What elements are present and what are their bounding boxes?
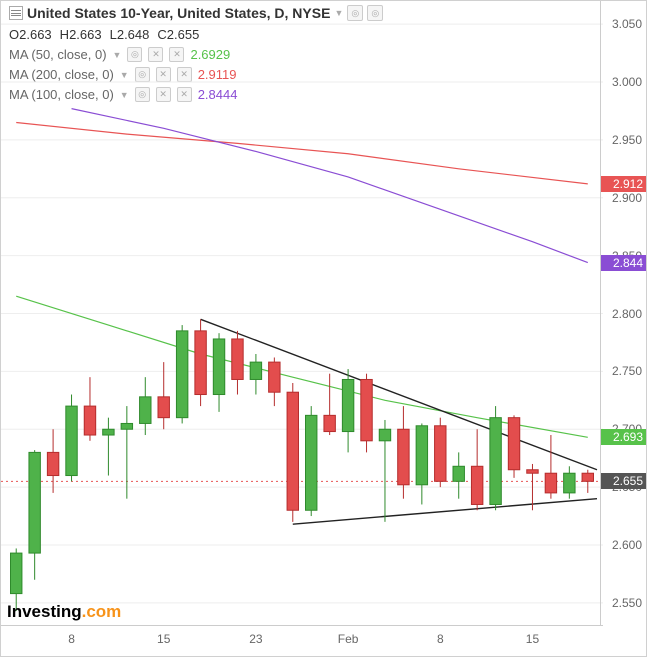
x-tick: Feb [338,632,359,646]
y-tick: 2.600 [612,538,642,552]
price-tag: 2.655 [601,473,646,489]
x-axis: 8 15 23 Feb 8 15 [1,625,603,656]
x-tick: 15 [157,632,170,646]
chart-container: United States 10-Year, United States, D,… [0,0,647,657]
y-tick: 2.950 [612,133,642,147]
x-tick: 8 [68,632,75,646]
price-tag: 2.912 [601,176,646,192]
watermark: Investing.com [7,602,121,622]
y-tick: 2.900 [612,191,642,205]
y-tick: 2.550 [612,596,642,610]
price-tag: 2.693 [601,429,646,445]
price-tag: 2.844 [601,255,646,271]
y-tick: 2.750 [612,364,642,378]
x-tick: 23 [249,632,262,646]
y-axis: 3.0503.0002.9502.9002.8502.8002.7502.700… [600,1,646,626]
chart-plot[interactable] [1,1,603,626]
y-tick: 3.000 [612,75,642,89]
x-tick: 8 [437,632,444,646]
y-tick: 3.050 [612,17,642,31]
x-tick: 15 [526,632,539,646]
y-tick: 2.800 [612,307,642,321]
